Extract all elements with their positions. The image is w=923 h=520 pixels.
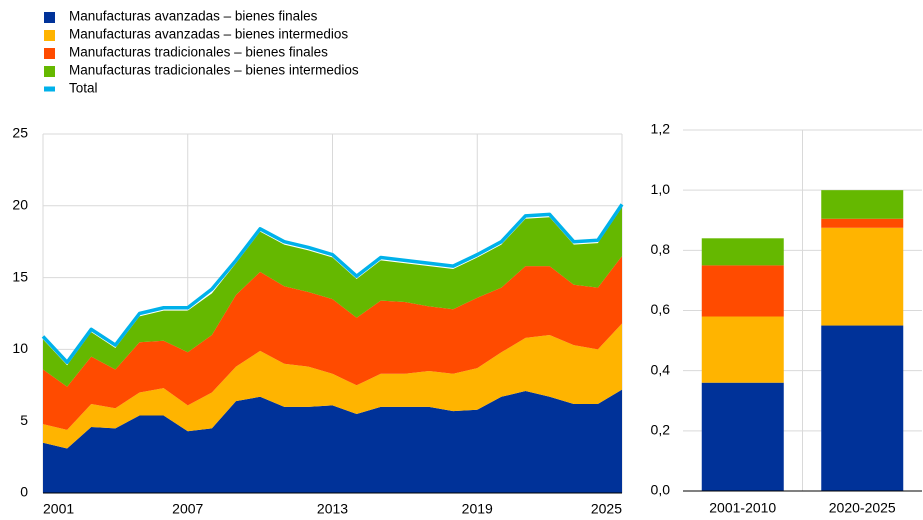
bar-segment: [821, 218, 904, 228]
y-tick-label: 15: [12, 268, 28, 284]
y-tick-label: 10: [12, 340, 28, 356]
x-tick-label: 2019: [462, 501, 493, 517]
total-line: [41, 203, 624, 365]
y-tick-label: 5: [20, 412, 28, 428]
y-tick-label: 0,6: [651, 301, 671, 317]
legend-marker: [44, 12, 55, 23]
y-tick-label: 0,0: [651, 482, 671, 498]
y-tick-label: 0,4: [651, 361, 671, 377]
area: [43, 256, 622, 430]
legend-marker: [44, 86, 55, 92]
x-tick-label: 2007: [172, 501, 203, 517]
bar-segment: [701, 238, 784, 266]
legend-label: Total: [69, 81, 98, 96]
bar-segment: [701, 316, 784, 383]
y-tick-label: 0,2: [651, 422, 671, 438]
y-tick-label: 25: [12, 125, 28, 141]
x-tick-label: 2025: [591, 501, 622, 517]
legend-marker: [44, 66, 55, 77]
x-tick-label: 2013: [317, 501, 348, 517]
x-tick-label: 2020-2025: [829, 500, 896, 516]
y-tick-label: 20: [12, 197, 28, 213]
area: [43, 389, 622, 493]
legend-label: Manufacturas tradicionales – bienes fina…: [69, 45, 328, 60]
legend-marker: [44, 48, 55, 59]
legend-label: Manufacturas avanzadas – bienes intermed…: [69, 27, 348, 42]
y-tick-label: 1,2: [651, 121, 671, 137]
bar-segment: [701, 265, 784, 317]
y-tick-label: 1,0: [651, 181, 671, 197]
y-tick-label: 0: [20, 484, 28, 500]
bar-segment: [821, 190, 904, 219]
legend-label: Manufacturas avanzadas – bienes finales: [69, 9, 318, 24]
bar-segment: [821, 325, 904, 491]
bar-segment: [821, 227, 904, 326]
y-tick-label: 0,8: [651, 241, 671, 257]
x-tick-label: 2001-2010: [709, 500, 776, 516]
bar-segment: [701, 382, 784, 491]
legend-label: Manufacturas tradicionales – bienes inte…: [69, 63, 359, 78]
legend-marker: [44, 30, 55, 41]
area: [43, 323, 622, 449]
x-tick-label: 2001: [43, 501, 74, 517]
area: [43, 207, 622, 387]
